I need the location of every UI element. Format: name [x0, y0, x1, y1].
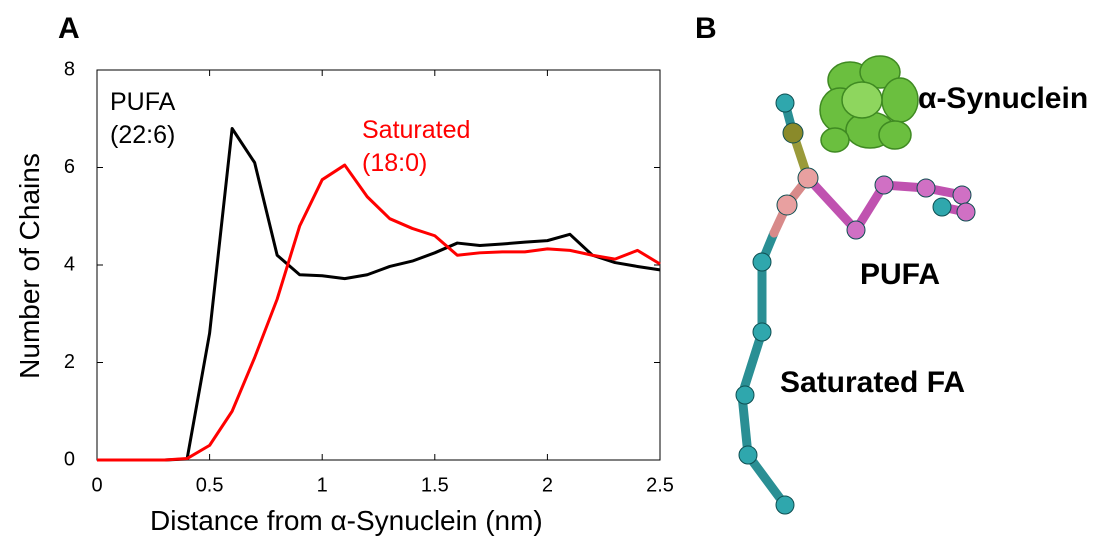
x-tick-label: 1.5	[421, 474, 449, 496]
panel-label: B	[695, 12, 717, 45]
protein	[819, 55, 919, 153]
y-tick-label: 0	[64, 448, 75, 470]
legend-entry: Saturated (18:0)	[362, 116, 471, 177]
y-tick-label: 2	[64, 351, 75, 373]
pufa-label: PUFA	[860, 258, 941, 291]
molecule	[735, 55, 976, 515]
series-line	[97, 163, 661, 462]
x-tick-label: 2	[542, 474, 553, 496]
protein-label: α-Synuclein	[918, 82, 1089, 115]
bonds	[737, 98, 972, 510]
x-tick-label: 0.5	[196, 474, 224, 496]
legend-entry: PUFA (22:6)	[110, 88, 176, 149]
atoms	[735, 93, 976, 515]
panel-label: A	[58, 12, 80, 45]
x-axis-label: Distance from α-Synuclein (nm)	[150, 505, 543, 536]
x-tick-label: 0	[91, 474, 102, 496]
series-line	[97, 127, 661, 462]
y-tick-label: 4	[64, 253, 75, 275]
y-tick-label: 6	[64, 156, 75, 178]
x-tick-label: 2.5	[646, 474, 674, 496]
y-axis-label: Number of Chains	[14, 153, 45, 379]
y-tick-label: 8	[64, 58, 75, 80]
saturated-label: Saturated FA	[780, 366, 966, 399]
x-tick-label: 1	[317, 474, 328, 496]
chart: 0 2 4 6 8 0 0.5 1 1.5 2 2.5	[64, 58, 674, 496]
